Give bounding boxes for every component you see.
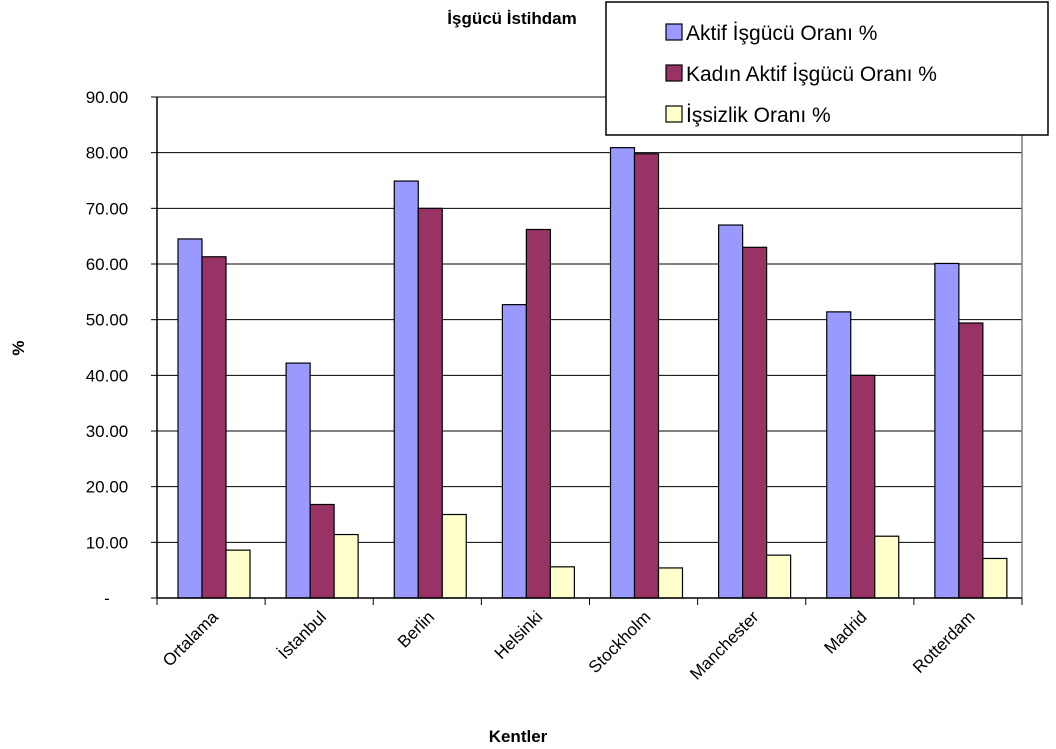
y-tick-label: 40.00 (86, 366, 129, 385)
axes (156, 97, 1023, 605)
bar (441, 513, 467, 599)
bar (225, 549, 251, 599)
x-tick-label: Madrid (820, 607, 870, 657)
bar (549, 566, 575, 599)
y-tick-label: 80.00 (86, 144, 129, 163)
y-tick-label: 90.00 (86, 88, 129, 107)
bar (850, 374, 876, 599)
y-axis-title: % (9, 340, 28, 355)
legend-label: İşsizlik Oranı % (686, 104, 831, 127)
bar (742, 246, 768, 599)
legend-swatch (665, 64, 683, 82)
bar (934, 262, 960, 599)
bar (826, 311, 852, 599)
x-tick-label: Manchester (686, 607, 762, 683)
legend-label: Aktif İşgücü Oranı % (686, 22, 877, 45)
legend: Aktif İşgücü Oranı % Kadın Aktif İşgücü O… (605, 1, 1049, 136)
y-tick-labels: - 10.00 20.00 30.00 40.00 50.00 60.00 70.00 80.0… (86, 88, 157, 608)
bar (177, 238, 203, 599)
bar (309, 503, 335, 599)
legend-swatch (665, 23, 683, 41)
x-tick-label: Stockholm (585, 607, 655, 677)
x-tick-label: Helsinki (491, 607, 547, 663)
bar (718, 224, 744, 599)
x-tick-label: İstanbul (274, 607, 330, 663)
y-tick-label: 30.00 (86, 422, 129, 441)
bar (393, 180, 419, 599)
bar (525, 228, 551, 599)
bar-series-group (177, 147, 1008, 599)
y-tick-label: 20.00 (86, 478, 129, 497)
y-tick-label: 10.00 (86, 533, 129, 552)
legend-label: Kadın Aktif İşgücü Oranı % (686, 63, 937, 86)
chart-title: İşgücü İstihdam (447, 9, 576, 28)
x-axis-title: Kentler (489, 727, 548, 746)
bar (657, 567, 684, 599)
bar (982, 557, 1008, 599)
y-tick-label: 60.00 (86, 255, 129, 274)
x-tick-label: Ortalama (159, 607, 222, 670)
bar (285, 362, 311, 599)
x-tick-label: Berlin (394, 607, 438, 651)
bar (609, 147, 636, 599)
bar (201, 256, 227, 599)
bar (874, 535, 900, 599)
bar (501, 304, 527, 599)
x-tick-label: Rotterdam (909, 607, 979, 677)
bar (333, 533, 359, 599)
bar (958, 322, 984, 599)
bar (766, 554, 792, 599)
y-tick-label: 50.00 (86, 311, 129, 330)
bar (417, 207, 443, 599)
bar (633, 153, 660, 599)
legend-swatch (665, 105, 683, 123)
y-tick-label: - (104, 589, 110, 608)
y-tick-label: 70.00 (86, 199, 129, 218)
x-tick-labels: Ortalama İstanbul Berlin Helsinki Stockholm M… (159, 607, 979, 684)
